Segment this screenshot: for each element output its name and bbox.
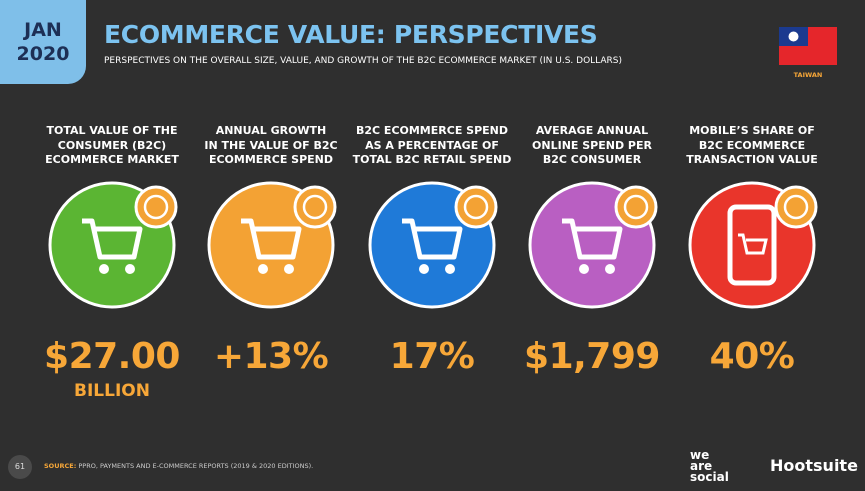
wheel <box>99 264 109 274</box>
cart-icon <box>402 218 463 274</box>
wheel <box>125 264 135 274</box>
cart-icon <box>241 218 302 274</box>
stat-value: $1,799 <box>524 336 660 377</box>
wheel <box>605 264 615 274</box>
date-box: JAN 2020 <box>0 0 86 84</box>
wheel <box>284 264 294 274</box>
page-number: 61 <box>8 455 32 479</box>
country: TAIWAN <box>793 71 823 79</box>
stat-label: MOBILE’S SHARE OF B2C ECOMMERCE TRANSACT… <box>686 124 818 166</box>
wheel <box>445 264 455 274</box>
stat-value: 17% <box>389 336 475 377</box>
subtitle: PERSPECTIVES ON THE OVERALL SIZE, VALUE,… <box>104 56 623 66</box>
title: ECOMMERCE VALUE: PERSPECTIVES <box>104 20 598 49</box>
stat-label: B2C ECOMMERCE SPEND AS A PERCENTAGE OF T… <box>352 124 512 166</box>
cart-body <box>562 218 623 260</box>
stat-label: TOTAL VALUE OF THE CONSUMER (B2C) ECOMME… <box>45 124 179 166</box>
stat-value: $27.00 <box>44 336 180 377</box>
brand: we are social <box>690 448 729 484</box>
month: JAN <box>24 19 62 41</box>
badge <box>614 185 658 229</box>
stat-label: AVERAGE ANNUAL ONLINE SPEND PER B2C CONS… <box>532 124 652 166</box>
cart-body <box>241 218 302 260</box>
source-label: SOURCE: <box>44 462 77 470</box>
wheel <box>258 264 268 274</box>
badge-inner <box>143 194 169 220</box>
phone-icon <box>727 204 777 286</box>
source: SOURCE: PPRO, PAYMENTS AND E-COMMERCE RE… <box>44 462 313 470</box>
badge-inner <box>463 194 489 220</box>
stat-value: +13% <box>213 336 329 377</box>
badge-inner <box>623 194 649 220</box>
badge <box>774 185 818 229</box>
cart-body <box>402 218 463 260</box>
badge <box>134 185 178 229</box>
cart-icon <box>562 218 623 274</box>
cart-icon <box>82 218 143 274</box>
wheel <box>579 264 589 274</box>
cart-body <box>82 218 143 260</box>
cart-mini <box>738 233 768 255</box>
source-text: PPRO, PAYMENTS AND E-COMMERCE REPORTS (2… <box>78 462 314 470</box>
brand: Hootsuite <box>770 456 858 475</box>
wheel <box>419 264 429 274</box>
badge <box>454 185 498 229</box>
year: 2020 <box>16 43 70 65</box>
badge <box>293 185 337 229</box>
stat-value: 40% <box>709 336 795 377</box>
badge-inner <box>783 194 809 220</box>
unit: BILLION <box>74 381 150 401</box>
stat-label: ANNUAL GROWTH IN THE VALUE OF B2C ECOMME… <box>204 124 338 166</box>
badge-inner <box>302 194 328 220</box>
flag <box>779 27 837 65</box>
